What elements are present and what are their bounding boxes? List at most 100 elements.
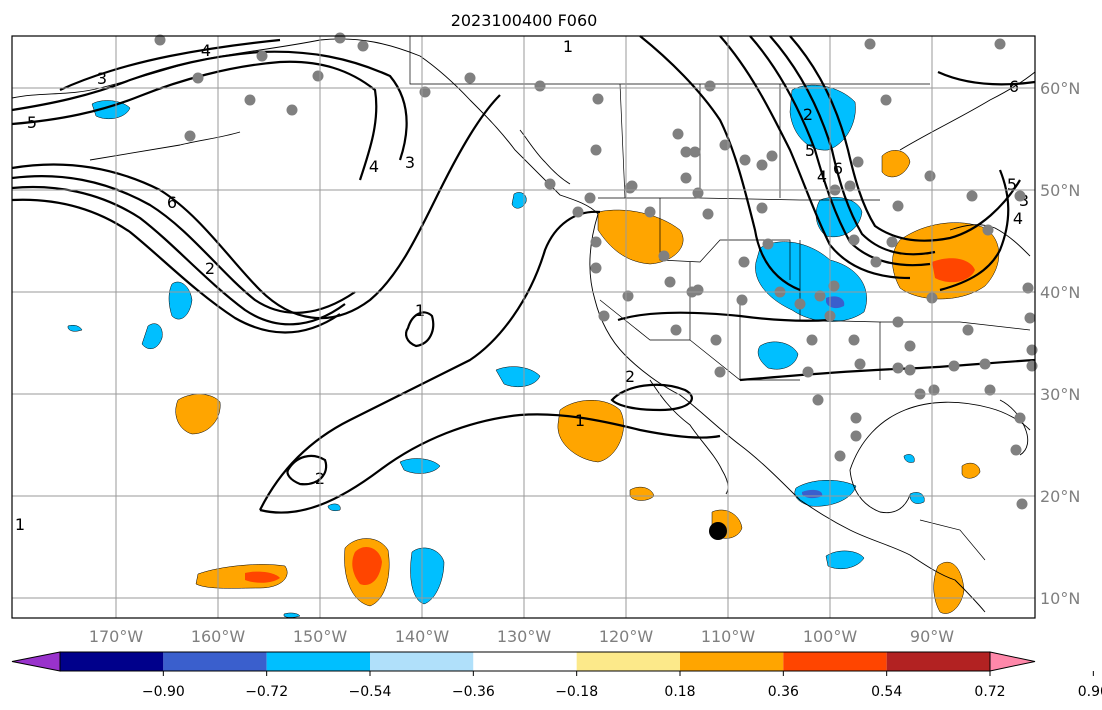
station-marker	[544, 178, 556, 190]
contour-label: 4	[369, 157, 379, 176]
contour-label: 4	[817, 167, 827, 186]
contour-label: 4	[1013, 209, 1023, 228]
station-marker	[584, 192, 596, 204]
contour-label: 6	[167, 193, 177, 212]
station-marker	[1010, 444, 1022, 456]
station-marker	[689, 146, 701, 158]
station-marker	[672, 128, 684, 140]
station-marker	[756, 159, 768, 171]
station-marker	[870, 256, 882, 268]
contour-label: 2	[803, 105, 813, 124]
contour-label: 6	[833, 159, 843, 178]
station-marker	[892, 362, 904, 374]
colorbar: −0.90 −0.72 −0.54 −0.36 −0.18 0.18 0.36 0.54 0.7…	[11, 651, 1102, 700]
colorbar-segment	[576, 652, 680, 671]
station-marker	[948, 360, 960, 372]
station-marker	[1024, 312, 1036, 324]
longitude-label: 120°W	[599, 627, 654, 646]
station-marker	[994, 38, 1006, 50]
longitude-label: 90°W	[910, 627, 954, 646]
station-marker	[692, 187, 704, 199]
station-marker	[1016, 498, 1028, 510]
station-marker	[534, 80, 546, 92]
longitude-label: 130°W	[497, 627, 552, 646]
colorbar-tick-label: −0.36	[452, 684, 495, 700]
contour-label: 5	[1007, 175, 1017, 194]
station-marker	[644, 206, 656, 218]
colorbar-extend-min	[11, 651, 61, 672]
station-marker	[192, 72, 204, 84]
station-marker	[736, 294, 748, 306]
station-marker	[1026, 360, 1038, 372]
longitude-label: 170°W	[89, 627, 144, 646]
station-marker	[850, 412, 862, 424]
storm-center-marker	[709, 522, 727, 540]
latitude-label: 50°N	[1040, 181, 1080, 200]
station-marker	[982, 224, 994, 236]
colorbar-tick-label: 0.72	[974, 684, 1005, 700]
station-marker	[1014, 190, 1026, 202]
shaded-anomalies	[67, 84, 1000, 618]
station-marker	[880, 94, 892, 106]
colorbar-segment	[163, 652, 267, 671]
station-marker	[680, 172, 692, 184]
station-marker	[704, 80, 716, 92]
station-marker	[892, 200, 904, 212]
colorbar-segment	[266, 652, 370, 671]
colorbar-segment	[473, 652, 577, 671]
station-marker	[802, 366, 814, 378]
colorbar-tick-label: −0.18	[555, 684, 598, 700]
station-marker	[256, 50, 268, 62]
station-marker	[702, 208, 714, 220]
station-marker	[984, 384, 996, 396]
contour-label: 1	[563, 37, 573, 56]
contour-label: 2	[625, 367, 635, 386]
station-marker	[850, 430, 862, 442]
colorbar-tick-label: 0.90	[1078, 684, 1102, 700]
longitude-label: 140°W	[395, 627, 450, 646]
station-marker	[904, 340, 916, 352]
station-marker	[592, 93, 604, 105]
latitude-label: 40°N	[1040, 283, 1080, 302]
contour-labels: 3 4 5 3 4 6 2 1 1 2 1 2 1 2 4 5 6 6 5 3 …	[15, 37, 1029, 534]
station-marker	[848, 334, 860, 346]
station-marker	[924, 170, 936, 182]
colorbar-segment	[783, 652, 887, 671]
station-marker	[979, 358, 991, 370]
colorbar-segment	[370, 652, 474, 671]
station-marker	[154, 34, 166, 46]
station-marker	[848, 234, 860, 246]
station-marker	[756, 202, 768, 214]
map-content: 3 4 5 3 4 6 2 1 1 2 1 2 1 2 4 5 6 6 5 3 …	[11, 32, 1038, 618]
station-marker	[928, 384, 940, 396]
station-marker	[886, 236, 898, 248]
contour-label: 1	[415, 301, 425, 320]
station-marker	[904, 364, 916, 376]
station-marker	[1022, 282, 1034, 294]
station-marker	[334, 32, 346, 44]
colorbar-segment	[60, 652, 164, 671]
coastlines	[11, 38, 1036, 613]
station-marker	[710, 334, 722, 346]
longitude-label: 160°W	[191, 627, 246, 646]
contour-label: 5	[805, 141, 815, 160]
colorbar-tick-label: −0.90	[142, 684, 185, 700]
station-marker	[892, 316, 904, 328]
station-marker	[244, 94, 256, 106]
station-marker	[670, 324, 682, 336]
station-marker	[828, 280, 840, 292]
contour-label: 4	[201, 41, 211, 60]
station-marker	[766, 150, 778, 162]
contour-label: 3	[97, 69, 107, 88]
colorbar-outline	[59, 651, 991, 672]
station-marker	[852, 156, 864, 168]
station-marker	[658, 250, 670, 262]
station-marker	[834, 450, 846, 462]
latitude-labels: 60°N 50°N 40°N 30°N 20°N 10°N	[1040, 79, 1080, 608]
station-marker	[572, 206, 584, 218]
station-marker	[864, 38, 876, 50]
map-frame	[11, 35, 1036, 619]
station-marker	[692, 284, 704, 296]
contour-label: 5	[27, 113, 37, 132]
